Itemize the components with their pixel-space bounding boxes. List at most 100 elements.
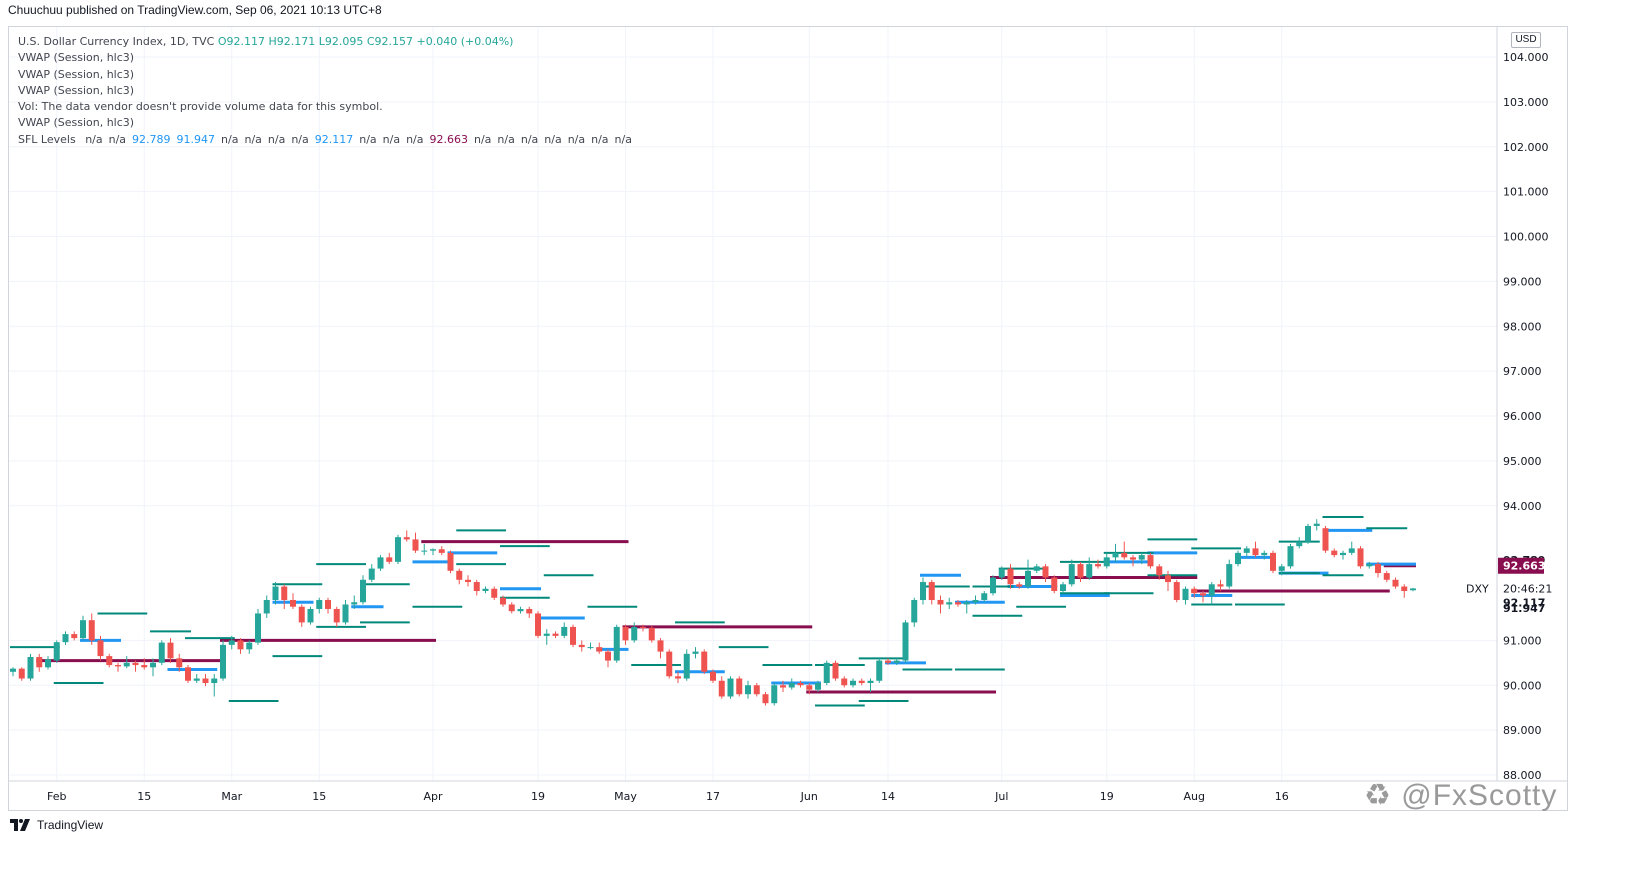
x-tick-label: Jul [994,790,1008,803]
candle-body [543,633,550,636]
candle-body [1007,568,1014,585]
sfl-value: n/a [614,132,632,146]
candle-body [1252,548,1259,556]
candles [10,519,1416,706]
candle-body [631,626,638,641]
y-tick-label: 90.000 [1503,679,1542,692]
sfl-value: n/a [474,132,492,146]
legend-vwap-4[interactable]: VWAP (Session, hlc3) [18,116,135,130]
candle-body [482,588,489,592]
sfl-value: 92.117 [314,132,354,146]
candle-body [718,680,725,697]
y-tick-label: 94.000 [1503,500,1542,513]
candle-body [150,662,156,668]
candle-body [1375,564,1381,574]
candle-body [1410,588,1416,591]
x-tick-label: Feb [47,790,66,803]
candle-body [115,665,121,667]
candle-body [228,640,235,645]
candle-body [657,640,664,652]
legend-symbol-row[interactable]: U.S. Dollar Currency Index, 1D, TVC O92.… [18,34,632,50]
x-tick-label: Apr [423,790,443,803]
candle-body [1270,552,1276,571]
y-tick-label: 102.000 [1503,141,1549,154]
candle-body [211,678,218,684]
sfl-value: n/a [85,132,103,146]
candle-body [158,642,165,663]
sfl-value: 91.947 [176,132,216,146]
candle-body [132,662,139,666]
symbol-title: U.S. Dollar Currency Index, 1D, TVC [18,35,215,48]
sfl-values: n/a n/a 92.789 91.947 n/a n/a n/a n/a 92.117 n/a n… [79,133,632,146]
sfl-value: n/a [520,132,539,146]
candle-body [1278,566,1285,571]
y-tick-label: 89.000 [1503,724,1542,737]
candle-body [307,608,314,623]
candle-body [1313,523,1320,526]
candle-body [946,602,953,605]
sfl-label: SFL Levels [18,132,76,146]
candle-body [876,660,883,681]
candle-body [246,642,253,650]
candle-body [351,602,358,605]
candle-body [500,597,506,605]
candle-body [605,651,611,661]
chart-legend: U.S. Dollar Currency Index, 1D, TVC O92.… [18,34,632,148]
x-tick-label: 19 [531,790,545,803]
candle-body [788,683,795,688]
candle-body [753,685,760,695]
candle-body [928,582,935,600]
candle-body [1383,573,1390,580]
currency-button[interactable]: USD [1511,32,1541,48]
candle-body [1068,564,1075,585]
candle-body [1077,564,1084,578]
candle-body [771,685,778,704]
candle-body [596,647,603,652]
candle-body [360,579,366,603]
candle-body [990,577,996,594]
candle-body [421,550,428,552]
sfl-value: n/a [382,132,401,146]
candle-body [561,626,568,636]
price-tag-red-bg [1498,557,1544,574]
legend-volume[interactable]: Vol: The data vendor doesn't provide vol… [18,100,383,114]
candle-body [981,593,988,600]
legend-vwap-2[interactable]: VWAP (Session, hlc3) [18,67,135,81]
candle-body [806,685,813,690]
sfl-value: n/a [567,132,586,146]
candle-body [578,644,585,648]
candle-body [1156,566,1163,576]
sfl-value: n/a [406,132,424,146]
candle-body [45,659,51,668]
candle-body [53,642,60,661]
candle-body [937,599,944,605]
candle-body [1401,586,1408,592]
candle-body [1208,584,1215,596]
legend-vwap-1[interactable]: VWAP (Session, hlc3) [18,51,135,65]
candle-body [797,683,804,686]
candle-body [465,579,471,583]
candle-body [736,678,743,695]
candle-body [885,660,891,663]
tradingview-logo[interactable]: TradingView [10,818,103,832]
x-tick-label: 14 [881,790,895,803]
publisher-line: Chuuchuu published on TradingView.com, S… [8,3,382,17]
tradingview-logo-icon [10,819,30,831]
candle-body [675,676,681,679]
candle-body [622,626,629,641]
y-tick-label: 95.000 [1503,455,1542,468]
candle-body [1103,557,1110,567]
candle-body [403,537,410,540]
candle-body [1130,557,1136,560]
legend-vwap-3[interactable]: VWAP (Session, hlc3) [18,83,135,97]
candle-body [683,653,690,679]
candle-body [1331,550,1338,556]
candle-body [491,588,498,598]
candle-body [1200,593,1206,596]
candle-body [1191,588,1198,594]
candle-body [1217,584,1224,587]
legend-sfl-levels[interactable]: SFL Levels n/a n/a 92.789 91.947 n/a n/a n/a n/… [18,132,632,148]
candle-body [552,633,559,636]
candle-body [893,660,900,663]
